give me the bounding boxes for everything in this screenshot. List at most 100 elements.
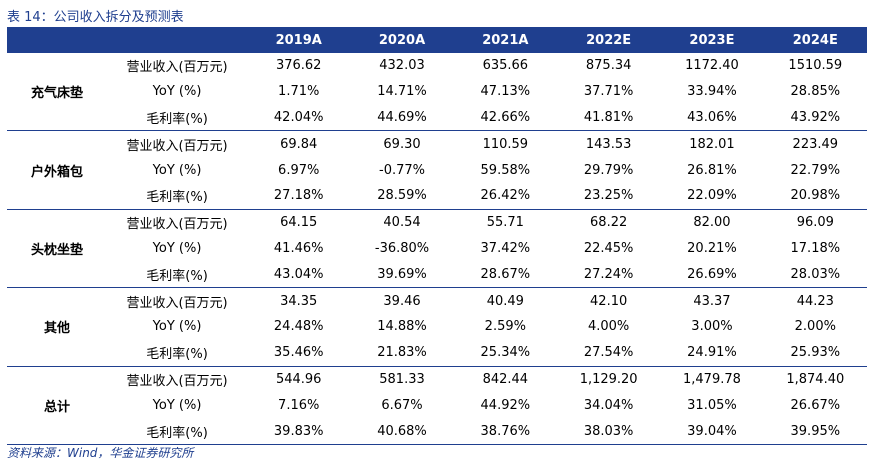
value-cell: 39.95% (790, 423, 841, 439)
table-row: 毛利率(%) 42.04% 44.69% 42.66% 41.81% 43.06% 43.9… (7, 105, 867, 131)
value-cell: 39.46 (383, 293, 421, 309)
value-cell: 31.05% (687, 397, 737, 413)
header-cell: 2024E (763, 27, 867, 53)
value-cell: 27.18% (273, 188, 324, 204)
value-cell: 1,129.20 (579, 371, 638, 387)
value-cell: 43.06% (687, 109, 737, 125)
value-cell: 44.69% (377, 109, 427, 125)
value-cell: 42.04% (273, 109, 324, 125)
header-cell: 2019A (247, 27, 351, 53)
value-cell: 39.04% (687, 423, 737, 439)
value-cell: 1,874.40 (786, 371, 845, 387)
forecast-table-container: 2019A 2020A 2021A 2022E 2023E 2024E 充气床垫… (7, 27, 867, 445)
metric-label: 毛利率(%) (146, 190, 208, 206)
metric-label: 营业收入(百万元) (126, 373, 228, 389)
metric-label: 营业收入(百万元) (126, 217, 228, 233)
value-cell: 96.09 (796, 215, 834, 231)
value-cell: 22.09% (687, 188, 737, 204)
value-cell: 69.84 (280, 136, 318, 152)
value-cell: 376.62 (275, 58, 322, 74)
category-label: 总计 (44, 399, 71, 415)
value-cell: 43.92% (790, 109, 841, 125)
table-row: 毛利率(%) 39.83% 40.68% 38.76% 38.03% 39.04% 39.9… (7, 418, 867, 444)
value-cell: 64.15 (280, 215, 318, 231)
table-title: 表 14：公司收入拆分及预测表 (7, 10, 184, 25)
value-cell: 38.76% (480, 423, 531, 439)
metric-label: 毛利率(%) (146, 268, 208, 284)
value-cell: 42.10 (590, 293, 628, 309)
value-cell: 40.54 (383, 215, 421, 231)
value-cell: 44.92% (480, 397, 531, 413)
table-row: 总计 营业收入(百万元) 544.96 581.33 842.44 1,129.20 1,4… (7, 366, 867, 415)
value-cell: 29.79% (583, 162, 634, 178)
value-cell: 28.59% (377, 188, 427, 204)
value-cell: 44.23 (796, 293, 834, 309)
category-label: 头枕坐垫 (31, 242, 84, 258)
value-cell: 28.67% (480, 266, 531, 282)
metric-label: YoY (%) (152, 240, 202, 256)
table-row: 充气床垫 营业收入(百万元) 376.62 432.03 635.66 875.34 117… (7, 53, 867, 101)
value-cell: 3.00% (691, 319, 733, 335)
value-cell: 7.16% (278, 397, 320, 413)
header-cell: 2021A (453, 27, 557, 53)
value-cell: 17.18% (790, 240, 841, 256)
value-cell: 38.03% (583, 423, 634, 439)
value-cell: 20.21% (687, 240, 737, 256)
metric-label: YoY (%) (152, 397, 202, 413)
value-cell: 143.53 (585, 136, 632, 152)
metric-label: YoY (%) (152, 84, 202, 100)
value-cell: 875.34 (585, 58, 632, 74)
value-cell: 37.42% (480, 240, 531, 256)
value-cell: 1.71% (278, 84, 320, 100)
table-row: YoY (%) 1.71% 14.71% 47.13% 37.71% 33.94% 28.8… (7, 79, 867, 105)
value-cell: 25.34% (480, 345, 531, 361)
value-cell: 26.67% (790, 397, 841, 413)
value-cell: 6.97% (278, 162, 320, 178)
value-cell: 68.22 (590, 215, 628, 231)
value-cell: 41.81% (583, 109, 634, 125)
source-note: 资料来源：Wind，华金证券研究所 (7, 446, 194, 460)
category-label: 充气床垫 (31, 86, 84, 102)
value-cell: 1,479.78 (683, 371, 741, 387)
value-cell: 42.66% (480, 109, 531, 125)
forecast-table: 2019A 2020A 2021A 2022E 2023E 2024E 充气床垫… (7, 27, 867, 445)
value-cell: 43.37 (693, 293, 731, 309)
value-cell: 43.04% (273, 266, 324, 282)
value-cell: 39.69% (377, 266, 427, 282)
value-cell: -0.77% (379, 162, 426, 178)
value-cell: 1510.59 (788, 58, 843, 74)
header-cell (7, 27, 108, 53)
value-cell: 842.44 (482, 371, 529, 387)
value-cell: 59.58% (480, 162, 531, 178)
value-cell: 26.81% (687, 162, 737, 178)
value-cell: 24.91% (687, 345, 737, 361)
table-row: 头枕坐垫 营业收入(百万元) 64.15 40.54 55.71 68.22 82.00 96… (7, 209, 867, 258)
value-cell: 27.24% (583, 266, 634, 282)
table-row: YoY (%) 24.48% 14.88% 2.59% 4.00% 3.00% 2.00% (7, 314, 867, 340)
table-group: 其他 营业收入(百万元) 34.35 39.46 40.49 42.10 43.37 44.2… (7, 288, 867, 367)
table-row: 毛利率(%) 27.18% 28.59% 26.42% 23.25% 22.09% 20.9… (7, 183, 867, 209)
table-row: 户外箱包 营业收入(百万元) 69.84 69.30 110.59 143.53 182.0… (7, 131, 867, 180)
table-group: 户外箱包 营业收入(百万元) 69.84 69.30 110.59 143.53 182.0… (7, 131, 867, 210)
table-group: 充气床垫 营业收入(百万元) 376.62 432.03 635.66 875.34 117… (7, 53, 867, 131)
value-cell: 22.79% (790, 162, 841, 178)
value-cell: 69.30 (383, 136, 421, 152)
value-cell: 1172.40 (685, 58, 739, 74)
metric-label: 营业收入(百万元) (126, 60, 228, 76)
metric-label: 营业收入(百万元) (126, 138, 228, 154)
value-cell: -36.80% (374, 240, 430, 256)
value-cell: 544.96 (275, 371, 322, 387)
value-cell: 22.45% (583, 240, 634, 256)
value-cell: 25.93% (790, 345, 841, 361)
value-cell: 24.48% (273, 319, 324, 335)
value-cell: 28.03% (790, 266, 841, 282)
value-cell: 182.01 (689, 136, 735, 152)
metric-label: 毛利率(%) (146, 425, 208, 441)
value-cell: 581.33 (379, 371, 425, 387)
header-cell: 2023E (660, 27, 764, 53)
value-cell: 23.25% (583, 188, 634, 204)
value-cell: 39.83% (273, 423, 324, 439)
metric-label: 毛利率(%) (146, 347, 208, 363)
header-cell: 2020A (350, 27, 454, 53)
table-row: 其他 营业收入(百万元) 34.35 39.46 40.49 42.10 43.37 44.2… (7, 288, 867, 337)
